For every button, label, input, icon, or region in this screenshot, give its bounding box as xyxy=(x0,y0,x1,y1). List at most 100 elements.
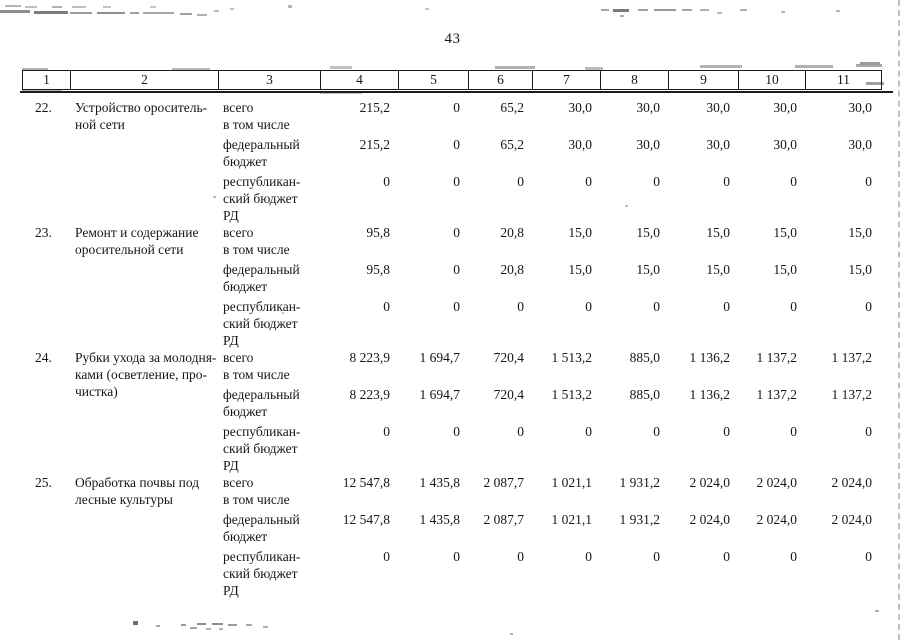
value-cell: 0 xyxy=(585,174,592,189)
scan-artifact xyxy=(190,627,197,629)
value-cell: 15,0 xyxy=(848,225,872,240)
value-cell: 20,8 xyxy=(500,262,524,277)
scan-artifact xyxy=(22,68,48,71)
value-cell: 1 137,2 xyxy=(831,350,873,365)
budget-type-label: республикан-ский бюджет РД xyxy=(218,548,320,599)
value-cell: 20,8 xyxy=(500,225,524,240)
budget-type-label: федеральный бюджет xyxy=(218,386,320,420)
scan-artifact xyxy=(103,6,111,8)
value-cell: 0 xyxy=(790,174,797,189)
value-cell: 2 024,0 xyxy=(689,475,731,490)
scan-artifact xyxy=(143,12,174,14)
scan-artifact xyxy=(181,624,186,626)
header-cell: 4 xyxy=(321,71,399,89)
row-number: 22. xyxy=(35,100,52,115)
text-line: республикан- xyxy=(223,299,301,314)
scan-artifact xyxy=(320,92,362,94)
table-header-row: 1 2 3 4 5 6 7 8 9 10 11 xyxy=(22,70,882,90)
value-cell: 215,2 xyxy=(359,137,390,152)
header-cell: 8 xyxy=(601,71,669,89)
scan-artifact xyxy=(700,9,709,11)
scan-artifact xyxy=(585,67,603,70)
value-cell: 0 xyxy=(453,225,460,240)
value-cell: 65,2 xyxy=(500,137,524,152)
value-cell: 0 xyxy=(723,299,730,314)
value-cell: 30,0 xyxy=(706,100,730,115)
scan-artifact xyxy=(613,9,629,12)
value-cell: 0 xyxy=(383,549,390,564)
value-cell: 0 xyxy=(653,549,660,564)
scan-artifact xyxy=(860,62,880,65)
scan-artifact xyxy=(133,621,138,625)
text-line: в том числе xyxy=(223,367,290,382)
value-cell: 885,0 xyxy=(629,387,660,402)
table-body: 22. Устройство ороситель-ной сети всего в т… xyxy=(22,99,880,599)
value-cell: 1 021,1 xyxy=(551,475,593,490)
header-underline xyxy=(20,91,893,93)
value-cell: 30,0 xyxy=(568,100,592,115)
value-cell: 30,0 xyxy=(773,137,797,152)
value-cell: 30,0 xyxy=(848,100,872,115)
value-cell: 0 xyxy=(453,299,460,314)
value-cell: 0 xyxy=(453,100,460,115)
value-cell: 215,2 xyxy=(359,100,390,115)
scan-artifact xyxy=(212,623,223,625)
value-cell: 30,0 xyxy=(568,137,592,152)
value-cell: 0 xyxy=(453,549,460,564)
value-cell: 30,0 xyxy=(773,100,797,115)
value-cell: 15,0 xyxy=(848,262,872,277)
text-line: Рубки ухода за молодня- xyxy=(75,350,217,365)
scan-artifact xyxy=(197,14,207,16)
value-cell: 1 136,2 xyxy=(689,350,731,365)
text-line: всего xyxy=(223,100,254,115)
value-cell: 0 xyxy=(517,549,524,564)
value-cell: 0 xyxy=(653,174,660,189)
header-cell: 3 xyxy=(219,71,321,89)
value-cell: 0 xyxy=(383,424,390,439)
scan-artifact xyxy=(213,196,216,198)
budget-type-label: республикан-ский бюджет РД xyxy=(218,173,320,224)
value-cell: 0 xyxy=(865,424,872,439)
page-number: 43 xyxy=(444,31,461,47)
text-line: ский бюджет xyxy=(223,441,298,456)
value-cell: 12 547,8 xyxy=(342,475,390,490)
activity-name: Рубки ухода за молодня-ками (осветление,… xyxy=(70,349,218,400)
text-line: бюджет xyxy=(223,404,268,419)
text-line: ной сети xyxy=(75,117,125,132)
value-cell: 15,0 xyxy=(568,262,592,277)
header-cell: 11 xyxy=(837,72,850,87)
header-cell: 1 xyxy=(23,71,71,89)
scan-artifact xyxy=(156,625,160,627)
text-line: лесные культуры xyxy=(75,492,173,507)
text-line: ками (осветление, про- xyxy=(75,367,208,382)
value-cell: 0 xyxy=(585,549,592,564)
value-cell: 0 xyxy=(790,424,797,439)
text-line: Обработка почвы под xyxy=(75,475,200,490)
value-cell: 1 137,2 xyxy=(831,387,873,402)
value-cell: 0 xyxy=(585,424,592,439)
value-cell: 1 435,8 xyxy=(419,475,461,490)
budget-type-label: республикан-ский бюджет РД xyxy=(218,423,320,474)
scan-artifact xyxy=(228,624,237,626)
value-cell: 8 223,9 xyxy=(349,387,391,402)
value-cell: 0 xyxy=(865,299,872,314)
scan-artifact xyxy=(717,12,722,14)
scan-artifact xyxy=(97,12,125,14)
value-cell: 1 931,2 xyxy=(619,512,661,527)
value-cell: 1 513,2 xyxy=(551,350,593,365)
scan-artifact xyxy=(5,5,21,7)
value-cell: 2 024,0 xyxy=(756,512,798,527)
value-cell: 30,0 xyxy=(706,137,730,152)
text-line: Устройство ороситель- xyxy=(75,100,208,115)
value-cell: 1 513,2 xyxy=(551,387,593,402)
text-line: всего xyxy=(223,475,254,490)
header-cell: 6 xyxy=(469,71,533,89)
text-line: в том числе xyxy=(223,117,290,132)
text-line: Ремонт и содержание xyxy=(75,225,199,240)
scan-artifact xyxy=(781,11,785,13)
value-cell: 0 xyxy=(517,174,524,189)
value-cell: 15,0 xyxy=(706,225,730,240)
value-cell: 0 xyxy=(585,299,592,314)
text-line: республикан- xyxy=(223,424,301,439)
value-cell: 15,0 xyxy=(636,225,660,240)
